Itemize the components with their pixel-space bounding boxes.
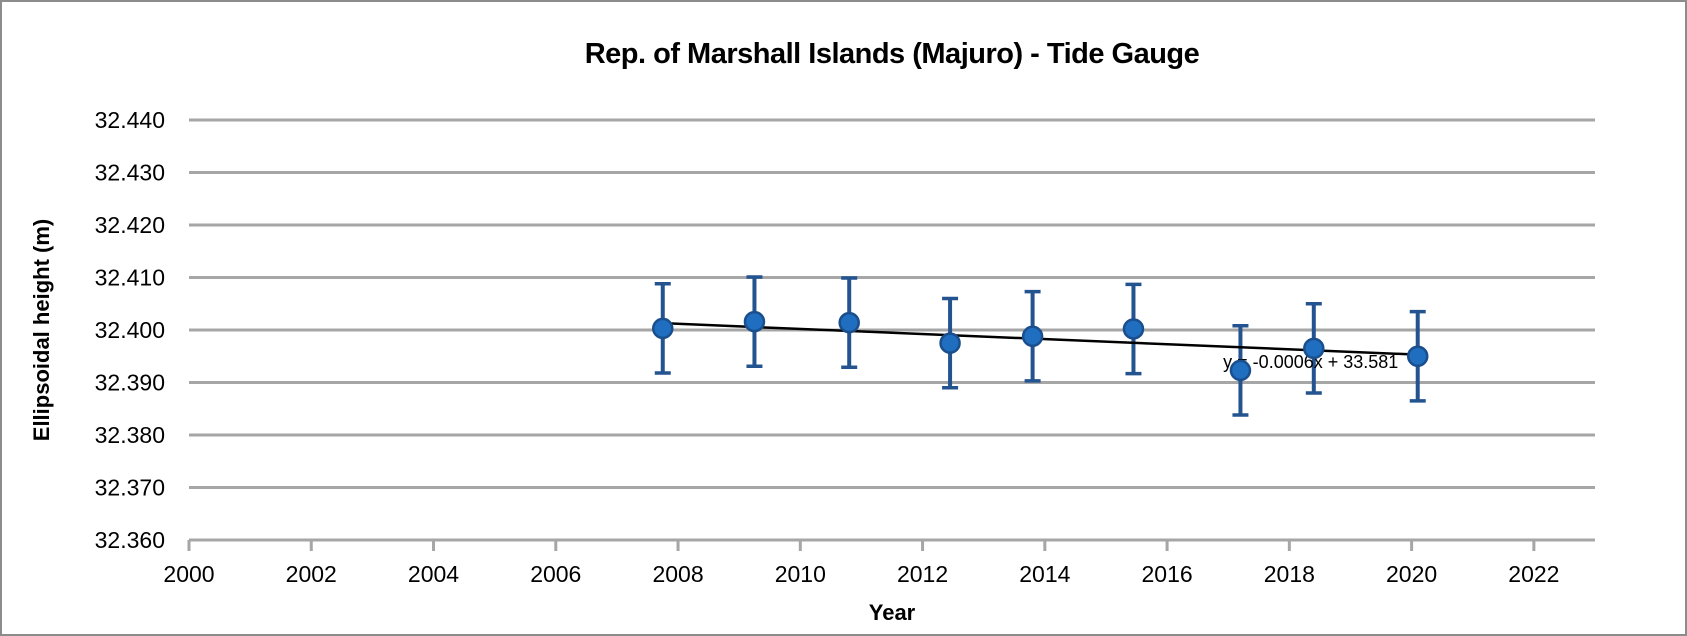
x-tick-label: 2000 (163, 561, 214, 587)
x-tick-label: 2010 (775, 561, 826, 587)
data-point-marker (1229, 359, 1252, 382)
data-point-marker (1303, 337, 1325, 360)
data-point-marker (1406, 345, 1429, 367)
y-tick-label: 32.440 (95, 107, 165, 133)
x-tick-label: 2004 (408, 561, 459, 587)
chart-title: Rep. of Marshall Islands (Majuro) - Tide… (584, 38, 1200, 70)
y-tick-label: 32.400 (95, 317, 165, 343)
x-tick-label: 2016 (1142, 561, 1193, 587)
data-point-marker (838, 311, 860, 334)
x-tick-label: 2012 (897, 561, 948, 587)
x-tick-label: 2022 (1508, 561, 1559, 587)
data-point-marker (743, 310, 766, 333)
data-point-marker (652, 317, 674, 340)
y-tick-label: 32.410 (95, 265, 165, 291)
x-tick-label: 2018 (1264, 561, 1315, 587)
y-tick-label: 32.420 (95, 212, 165, 238)
y-tick-label: 32.380 (95, 422, 165, 448)
y-tick-label: 32.430 (95, 160, 165, 186)
x-tick-label: 2006 (530, 561, 581, 587)
x-axis-title: Year (868, 600, 916, 625)
data-point-marker (1021, 325, 1044, 348)
y-tick-label: 32.360 (95, 527, 165, 553)
y-tick-label: 32.370 (95, 475, 165, 501)
x-tick-label: 2002 (286, 561, 337, 587)
x-tick-label: 2014 (1019, 561, 1070, 587)
x-tick-label: 2008 (652, 561, 703, 587)
y-tick-label: 32.390 (95, 370, 165, 396)
trendline-equation: y = -0.0006x + 33.581 (1223, 352, 1398, 372)
data-point-marker (939, 332, 961, 354)
data-point-marker (1122, 318, 1145, 340)
x-tick-label: 2020 (1386, 561, 1437, 587)
